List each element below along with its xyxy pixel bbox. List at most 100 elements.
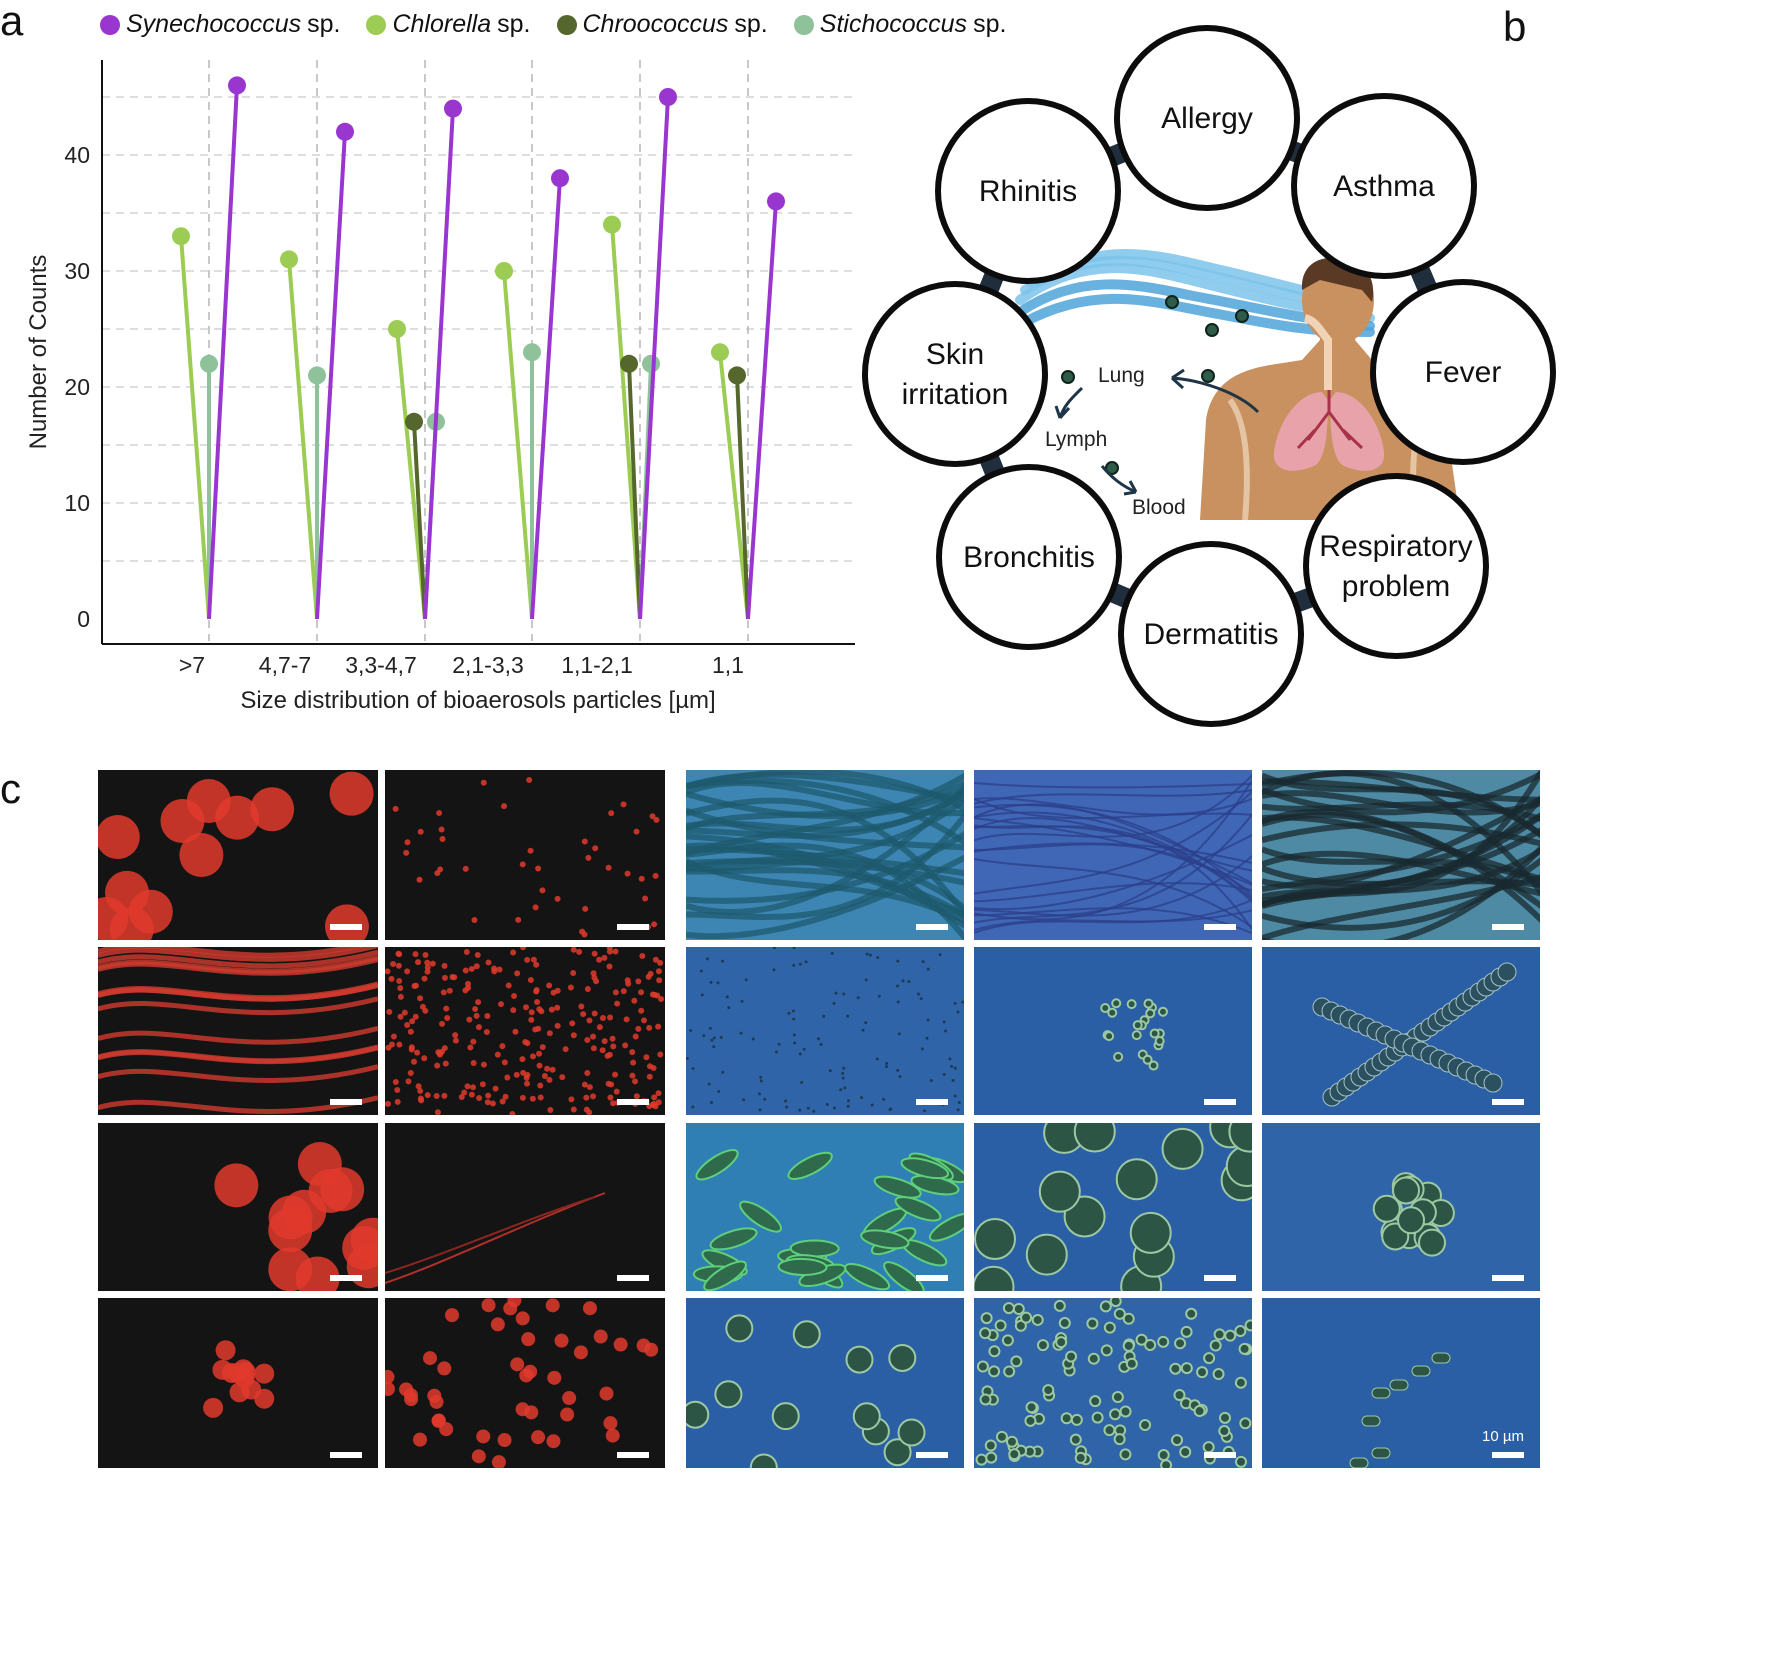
micrograph-spheres-many — [974, 1298, 1252, 1468]
micrograph-colonies — [98, 1123, 378, 1291]
micrograph-cluster-small — [974, 947, 1252, 1115]
micrograph-image — [98, 771, 374, 940]
scale-bar — [1492, 1275, 1524, 1281]
scale-bar — [1204, 924, 1236, 930]
micrograph-image — [1349, 1352, 1451, 1468]
lollipop-point-stichococcus — [523, 343, 541, 362]
lollipop-point-chlorella — [711, 343, 729, 362]
micrograph-grid: 10 µm — [0, 760, 1767, 1670]
effect-circle-rhinitis — [935, 98, 1121, 284]
micrograph-dividing — [385, 1298, 665, 1468]
x-tick-label: 1,1-2,1 — [561, 652, 633, 678]
effect-label-allergy: Allergy — [1161, 102, 1253, 135]
effect-circle-skin — [862, 281, 1048, 467]
micrograph-filaments-dark — [1262, 770, 1540, 940]
y-tick-label: 40 — [64, 142, 90, 168]
lollipop-point-chroococcus — [620, 354, 638, 373]
pathway-lung-label: Lung — [1098, 364, 1145, 387]
lollipop-stem-chlorella — [718, 351, 750, 620]
lollipop-point-stichococcus — [642, 354, 660, 373]
effect-circle-fever — [1370, 279, 1556, 465]
effect-label-skin: Skin — [926, 338, 984, 371]
effect-label-respiratory: problem — [1342, 570, 1450, 603]
effect-circle-bronchitis — [936, 464, 1122, 650]
legend-series-name: Stichococcus — [819, 10, 968, 38]
lollipop-point-stichococcus — [200, 354, 218, 373]
micrograph-rods: 10 µm — [1262, 1298, 1540, 1468]
legend-item-chroococcus: Chroococcus sp. — [556, 10, 768, 39]
particle-icon — [1201, 369, 1215, 383]
scale-bar — [617, 1452, 649, 1458]
micrograph-image — [975, 1298, 1252, 1468]
arrow-head — [1170, 368, 1185, 390]
legend-series-name: Chlorella — [392, 10, 492, 38]
lollipop-point-chlorella — [280, 250, 298, 269]
panel-label-c: c — [0, 765, 21, 812]
scale-bar — [330, 1275, 362, 1281]
scale-bar — [916, 1452, 948, 1458]
lollipop-stem-synechococcus — [746, 201, 778, 620]
micrograph-image — [385, 1298, 659, 1468]
lollipop-stem-chroococcus — [412, 421, 427, 620]
lollipop-point-chlorella — [495, 262, 513, 280]
scale-bar — [617, 1099, 649, 1105]
left-lung — [1273, 392, 1328, 471]
scale-bar — [1204, 1275, 1236, 1281]
micrograph-specks — [686, 947, 964, 1115]
bronchi — [1296, 390, 1364, 450]
legend-series-name: Synechococcus — [126, 10, 302, 38]
lollipop-stem-synechococcus — [638, 96, 670, 620]
micrograph-image — [98, 947, 378, 1114]
scale-bar — [330, 924, 362, 930]
micrograph-filaments — [98, 947, 378, 1115]
micrograph-image — [1372, 1172, 1455, 1257]
lollipop-point-synechococcus — [336, 122, 354, 141]
lollipop-point-synechococcus — [444, 99, 462, 118]
x-tick-label: 3,3-4,7 — [345, 652, 417, 678]
micrograph-image — [974, 773, 1252, 935]
y-tick-label: 20 — [64, 374, 90, 400]
scale-bar-label: 10 µm — [1482, 1428, 1524, 1445]
micrograph-filaments-thin — [974, 770, 1252, 940]
panel-label-a: a — [0, 0, 24, 44]
lollipop-stem-chlorella — [179, 236, 211, 620]
particle-icon — [1165, 295, 1179, 309]
x-tick-label: 2,1-3,3 — [452, 652, 524, 678]
scale-bar — [1492, 1099, 1524, 1105]
lollipop-point-synechococcus — [228, 76, 246, 95]
lollipop-point-synechococcus — [659, 88, 677, 106]
micrograph-image — [203, 1340, 275, 1418]
scale-bar — [916, 1275, 948, 1281]
chart-legend: Synechococcus sp. Chlorella sp. Chroococcus s… — [100, 10, 1006, 39]
effect-label-rhinitis: Rhinitis — [979, 175, 1077, 208]
legend-item-synechococcus: Synechococcus sp. — [100, 10, 340, 39]
legend-series-suffix: sp. — [497, 10, 531, 38]
effect-label-dermatitis: Dermatitis — [1143, 618, 1278, 651]
scale-bar — [330, 1099, 362, 1105]
micrograph-image — [1100, 998, 1168, 1071]
x-tick-label: 1,1 — [712, 652, 744, 678]
y-tick-label: 30 — [64, 258, 90, 284]
scale-bar — [1492, 924, 1524, 930]
effect-label-bronchitis: Bronchitis — [963, 541, 1095, 574]
micrograph-image — [385, 947, 665, 1115]
legend-swatch — [100, 14, 120, 35]
effect-label-respiratory: Respiratory — [1319, 530, 1472, 563]
lollipop-point-chlorella — [388, 320, 406, 338]
effect-circle-respiratory — [1303, 473, 1489, 659]
lollipop-point-chlorella — [172, 227, 190, 246]
scale-bar — [1492, 1452, 1524, 1458]
legend-item-chlorella: Chlorella sp. — [366, 10, 531, 39]
legend-swatch — [556, 14, 577, 35]
legend-series-suffix: sp. — [973, 10, 1007, 38]
micrograph-strand — [385, 1123, 665, 1291]
particle-icon — [1205, 323, 1219, 337]
micrograph-colonies — [98, 770, 378, 940]
x-axis-label: Size distribution of bioaerosols particl… — [240, 687, 715, 714]
effect-label-asthma: Asthma — [1333, 170, 1435, 203]
micrograph-dots — [385, 770, 665, 940]
y-tick-label: 10 — [64, 490, 90, 516]
effect-circle-asthma — [1291, 93, 1477, 279]
arrow-to-blood — [1100, 465, 1137, 494]
micrograph-image — [392, 777, 660, 938]
